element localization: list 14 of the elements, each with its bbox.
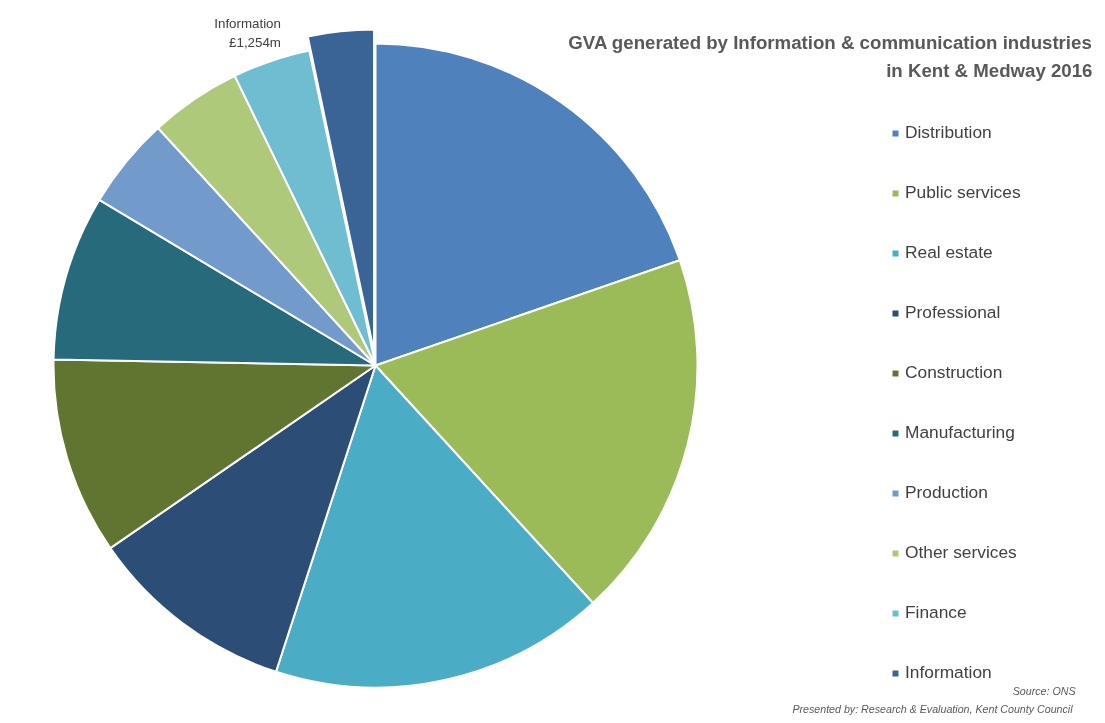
legend-label: Construction	[905, 362, 1003, 383]
legend-label: Other services	[905, 542, 1017, 563]
text: Presented by: Research & Evaluation, Kent County Council	[792, 702, 1074, 715]
legend-label: Real estate	[905, 242, 993, 263]
text: Information £1,254m	[214, 15, 281, 50]
legend-label: Information	[905, 662, 992, 683]
legend-label: Finance	[905, 602, 967, 623]
legend-label: Public services	[905, 182, 1021, 203]
text: GVA generated by Information & communication industries in Kent & Medway 2016	[568, 32, 1093, 81]
legend-label: Distribution	[905, 122, 992, 143]
legend-label: Professional	[905, 302, 1001, 323]
legend-label: Production	[905, 482, 988, 503]
legend-label: Manufacturing	[905, 422, 1015, 443]
source-note: Source: ONS	[1012, 684, 1076, 697]
